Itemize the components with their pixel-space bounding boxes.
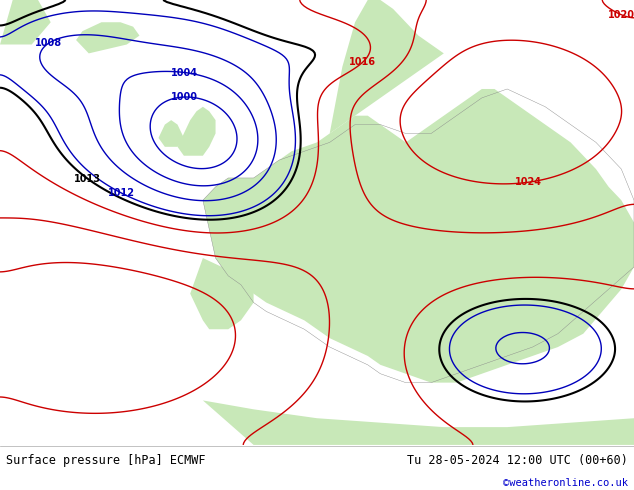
- Text: 1000: 1000: [171, 92, 198, 102]
- Point: [0, 441, 5, 449]
- Polygon shape: [0, 0, 51, 45]
- Text: 1016: 1016: [349, 57, 376, 67]
- Text: Surface pressure [hPa] ECMWF: Surface pressure [hPa] ECMWF: [6, 454, 206, 467]
- Text: 1004: 1004: [171, 68, 198, 77]
- Text: 1012: 1012: [108, 188, 135, 198]
- Point: [0, 441, 5, 449]
- Polygon shape: [203, 89, 634, 383]
- Text: Tu 28-05-2024 12:00 UTC (00+60): Tu 28-05-2024 12:00 UTC (00+60): [407, 454, 628, 467]
- Polygon shape: [158, 120, 184, 147]
- Text: 1024: 1024: [514, 177, 541, 187]
- Point: [0, 441, 5, 449]
- Polygon shape: [76, 22, 139, 53]
- Polygon shape: [203, 400, 634, 445]
- Point: [0, 441, 5, 449]
- Point: [0, 441, 5, 449]
- Point: [0, 441, 5, 449]
- Text: ©weatheronline.co.uk: ©weatheronline.co.uk: [503, 478, 628, 488]
- Text: 1013: 1013: [74, 174, 101, 184]
- Polygon shape: [330, 0, 444, 133]
- Point: [0, 441, 5, 449]
- Text: 1020: 1020: [608, 10, 634, 20]
- Point: [0, 441, 5, 449]
- Polygon shape: [190, 258, 254, 329]
- Point: [0, 441, 5, 449]
- Polygon shape: [178, 107, 216, 156]
- Text: 1008: 1008: [36, 38, 62, 48]
